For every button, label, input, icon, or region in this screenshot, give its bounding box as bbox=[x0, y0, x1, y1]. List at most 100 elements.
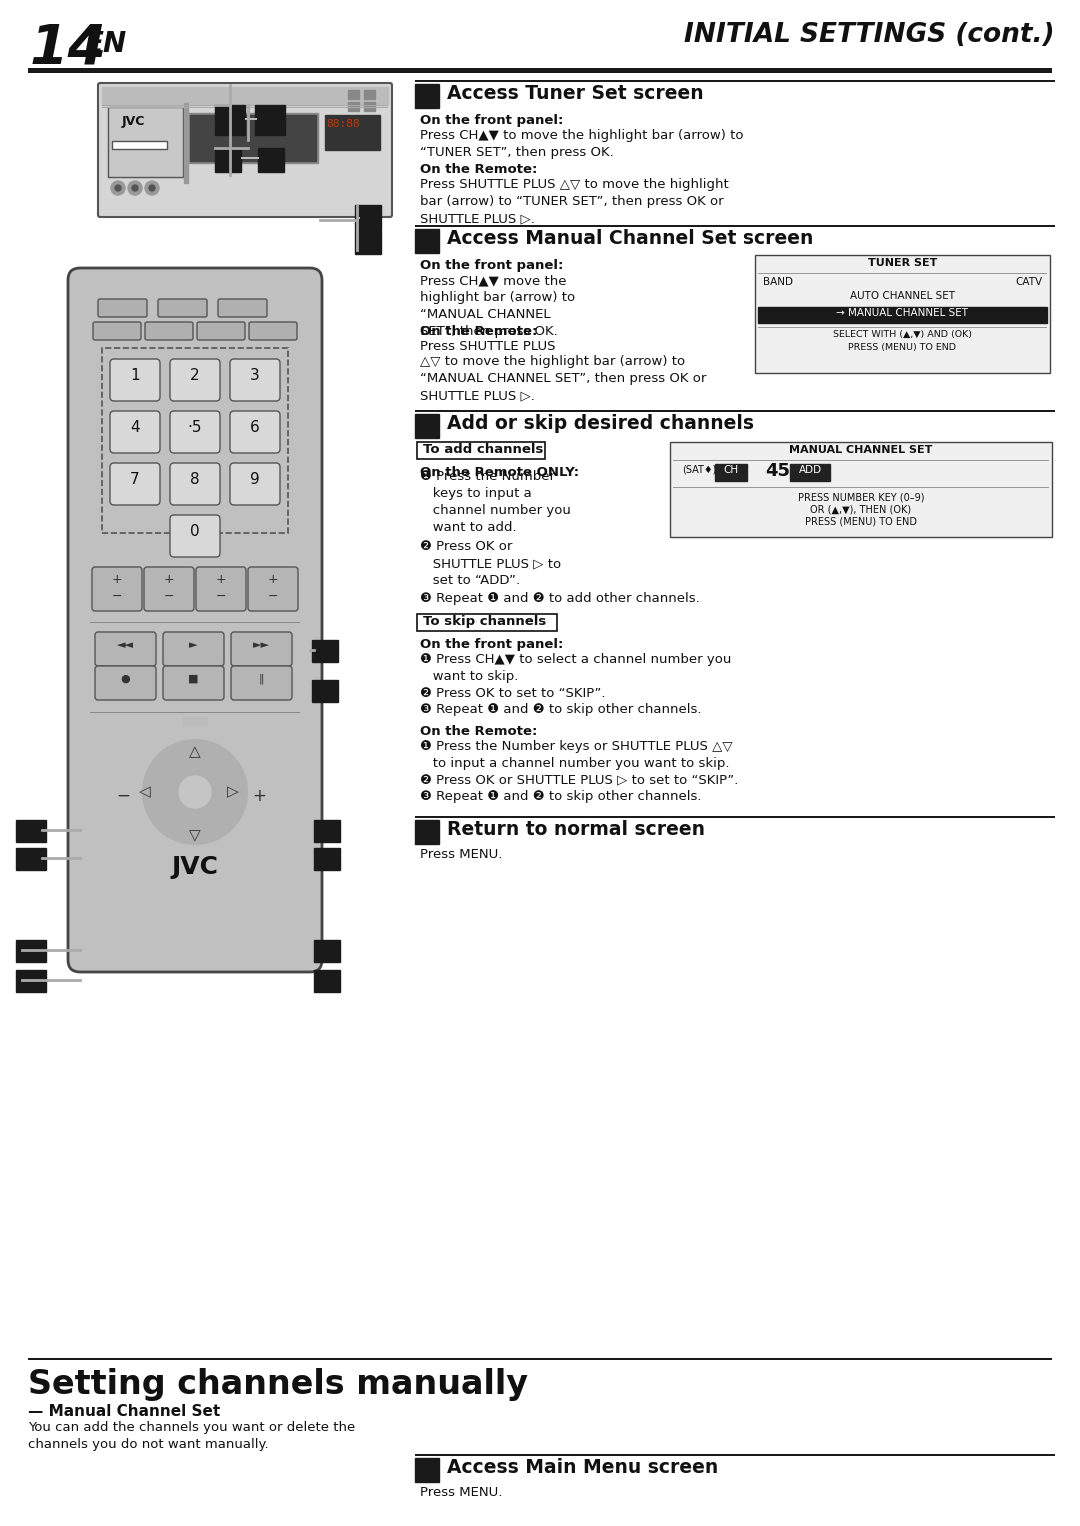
Bar bbox=[314, 848, 340, 870]
Text: +: + bbox=[111, 572, 122, 586]
Text: Press CH▲▼ to move the highlight bar (arrow) to
“TUNER SET”, then press OK.: Press CH▲▼ to move the highlight bar (ar… bbox=[420, 130, 743, 159]
Text: On the front panel:: On the front panel: bbox=[420, 114, 564, 127]
Text: CH: CH bbox=[724, 465, 739, 475]
FancyBboxPatch shape bbox=[95, 632, 156, 665]
Circle shape bbox=[179, 777, 211, 807]
Text: Press CH▲▼ move the
highlight bar (arrow) to
“MANUAL CHANNEL
SET”, then press OK: Press CH▲▼ move the highlight bar (arrow… bbox=[420, 275, 576, 337]
Circle shape bbox=[114, 185, 121, 191]
FancyBboxPatch shape bbox=[417, 443, 545, 459]
Bar bbox=[364, 102, 375, 111]
Bar bbox=[415, 414, 438, 438]
Text: 3: 3 bbox=[251, 368, 260, 383]
FancyBboxPatch shape bbox=[93, 322, 141, 340]
Text: 2: 2 bbox=[190, 368, 200, 383]
FancyBboxPatch shape bbox=[417, 613, 557, 630]
FancyBboxPatch shape bbox=[195, 568, 246, 610]
Text: Access Tuner Set screen: Access Tuner Set screen bbox=[447, 84, 704, 102]
Circle shape bbox=[145, 182, 159, 195]
Text: On the Remote:: On the Remote: bbox=[420, 725, 538, 739]
Circle shape bbox=[111, 182, 125, 195]
Bar bbox=[312, 639, 338, 662]
FancyBboxPatch shape bbox=[68, 269, 322, 972]
Bar bbox=[415, 229, 438, 253]
Bar bbox=[215, 105, 245, 134]
Bar bbox=[16, 971, 46, 992]
Bar bbox=[789, 464, 831, 481]
Text: ·5: ·5 bbox=[188, 420, 202, 435]
Text: ►►: ►► bbox=[253, 639, 270, 650]
FancyBboxPatch shape bbox=[197, 322, 245, 340]
Text: Press SHUTTLE PLUS: Press SHUTTLE PLUS bbox=[420, 340, 555, 353]
FancyBboxPatch shape bbox=[670, 443, 1052, 537]
Bar bbox=[364, 90, 375, 99]
Text: MANUAL CHANNEL SET: MANUAL CHANNEL SET bbox=[789, 446, 933, 455]
Text: 8: 8 bbox=[190, 472, 200, 487]
Text: 88:88: 88:88 bbox=[326, 119, 360, 130]
FancyBboxPatch shape bbox=[230, 359, 280, 401]
Text: −: − bbox=[111, 591, 122, 603]
Circle shape bbox=[132, 185, 138, 191]
Bar bbox=[415, 84, 438, 108]
Text: 0: 0 bbox=[190, 523, 200, 539]
Text: 7: 7 bbox=[131, 472, 139, 487]
Text: Press MENU.: Press MENU. bbox=[420, 848, 502, 861]
FancyBboxPatch shape bbox=[230, 462, 280, 505]
Bar bbox=[348, 102, 359, 111]
Text: −: − bbox=[268, 591, 279, 603]
Circle shape bbox=[143, 740, 247, 844]
Text: ■: ■ bbox=[188, 674, 199, 684]
FancyBboxPatch shape bbox=[170, 410, 220, 453]
Bar bbox=[415, 1457, 438, 1482]
Text: PRESS (MENU) TO END: PRESS (MENU) TO END bbox=[805, 516, 917, 526]
Bar bbox=[16, 940, 46, 961]
FancyBboxPatch shape bbox=[110, 359, 160, 401]
Bar bbox=[355, 230, 381, 253]
Text: △▽ to move the highlight bar (arrow) to
“MANUAL CHANNEL SET”, then press OK or
S: △▽ to move the highlight bar (arrow) to … bbox=[420, 356, 706, 401]
Text: +: + bbox=[216, 572, 227, 586]
FancyBboxPatch shape bbox=[170, 359, 220, 401]
Text: −: − bbox=[116, 787, 130, 806]
FancyBboxPatch shape bbox=[163, 632, 224, 665]
Text: −: − bbox=[164, 591, 174, 603]
Text: You can add the channels you want or delete the
channels you do not want manuall: You can add the channels you want or del… bbox=[28, 1421, 355, 1451]
Bar bbox=[314, 940, 340, 961]
Bar bbox=[245, 118, 257, 121]
Bar bbox=[108, 107, 183, 177]
FancyBboxPatch shape bbox=[170, 514, 220, 557]
Bar bbox=[215, 148, 241, 172]
FancyBboxPatch shape bbox=[98, 299, 147, 317]
Bar bbox=[312, 681, 338, 702]
Text: On the front panel:: On the front panel: bbox=[420, 638, 564, 652]
Bar bbox=[355, 204, 381, 229]
Text: 4: 4 bbox=[131, 420, 139, 435]
Bar bbox=[258, 148, 284, 172]
FancyBboxPatch shape bbox=[158, 299, 207, 317]
Text: Access Main Menu screen: Access Main Menu screen bbox=[447, 1457, 718, 1477]
Text: 14: 14 bbox=[30, 21, 107, 76]
Text: ◄◄: ◄◄ bbox=[117, 639, 134, 650]
Text: Setting channels manually: Setting channels manually bbox=[28, 1367, 528, 1401]
FancyBboxPatch shape bbox=[248, 568, 298, 610]
Text: 1: 1 bbox=[131, 368, 139, 383]
Text: ADD: ADD bbox=[798, 465, 822, 475]
Bar bbox=[183, 717, 207, 725]
FancyBboxPatch shape bbox=[110, 410, 160, 453]
FancyBboxPatch shape bbox=[249, 322, 297, 340]
Text: On the front panel:: On the front panel: bbox=[420, 259, 564, 272]
Text: ●: ● bbox=[120, 674, 130, 684]
Text: +: + bbox=[268, 572, 279, 586]
Bar bbox=[255, 105, 285, 134]
Text: PRESS (MENU) TO END: PRESS (MENU) TO END bbox=[849, 343, 957, 353]
Circle shape bbox=[149, 185, 156, 191]
Bar bbox=[28, 69, 1052, 73]
Bar bbox=[188, 113, 318, 163]
Text: 6: 6 bbox=[251, 420, 260, 435]
Bar bbox=[325, 114, 380, 150]
Bar bbox=[755, 255, 1050, 372]
Text: +: + bbox=[252, 787, 266, 806]
Text: JVC: JVC bbox=[122, 114, 146, 128]
Bar bbox=[28, 1358, 1052, 1360]
Text: (SAT♦): (SAT♦) bbox=[681, 464, 716, 475]
FancyBboxPatch shape bbox=[110, 462, 160, 505]
Bar bbox=[758, 307, 1047, 324]
